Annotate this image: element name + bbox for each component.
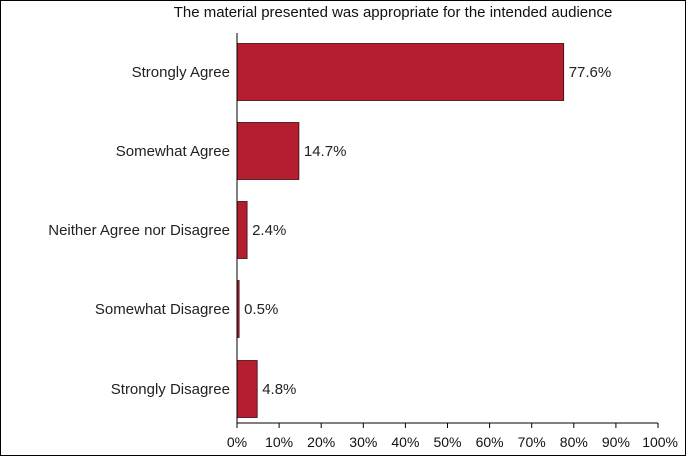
bar [236, 43, 565, 101]
chart-title: The material presented was appropriate f… [173, 4, 613, 21]
x-tick-label: 80% [560, 434, 588, 450]
category-label: Neither Agree nor Disagree [48, 222, 230, 239]
data-label: 2.4% [252, 222, 286, 239]
x-tick-label: 0% [227, 434, 247, 450]
x-tick-label: 50% [433, 434, 461, 450]
bar [236, 122, 300, 180]
category-label: Somewhat Disagree [95, 301, 230, 318]
data-label: 77.6% [569, 64, 612, 81]
bar [236, 201, 248, 259]
x-tick-label: 60% [476, 434, 504, 450]
category-label: Somewhat Agree [116, 143, 230, 160]
data-label: 0.5% [244, 301, 278, 318]
x-tick-label: 10% [265, 434, 293, 450]
x-tick-label: 40% [391, 434, 419, 450]
data-label: 14.7% [304, 143, 347, 160]
x-tick-label: 90% [602, 434, 630, 450]
bar [236, 360, 258, 418]
x-tick-label: 70% [518, 434, 546, 450]
x-tick-label: 30% [349, 434, 377, 450]
category-label: Strongly Agree [132, 64, 230, 81]
x-tick-label: 20% [307, 434, 335, 450]
data-label: 4.8% [262, 381, 296, 398]
x-tick-label: 100% [642, 434, 678, 450]
category-label: Strongly Disagree [111, 381, 230, 398]
